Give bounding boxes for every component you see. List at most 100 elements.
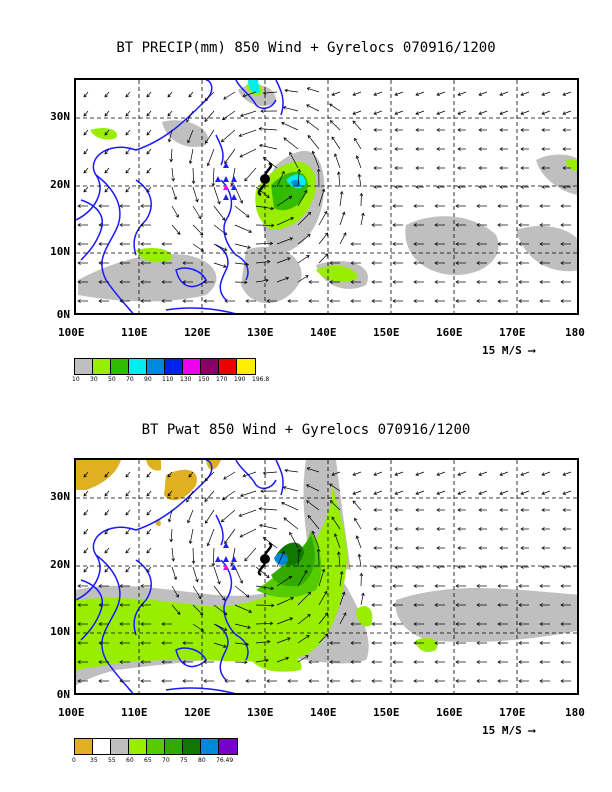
wind-vector bbox=[83, 509, 89, 516]
wind-arrowhead bbox=[478, 491, 483, 495]
wind-vector bbox=[234, 243, 251, 249]
wind-arrowhead bbox=[140, 261, 144, 265]
wind-vector bbox=[541, 91, 551, 96]
wind-arrowhead bbox=[394, 491, 399, 495]
wind-vector bbox=[331, 516, 341, 530]
wind-arrowhead bbox=[562, 527, 566, 531]
wind-vector bbox=[541, 471, 551, 476]
wind-vector bbox=[83, 547, 89, 554]
wind-arrowhead bbox=[329, 500, 334, 504]
wind-arrowhead bbox=[497, 280, 501, 284]
wind-vector bbox=[83, 129, 89, 136]
wind-arrowhead bbox=[161, 641, 165, 645]
wind-arrowhead bbox=[518, 679, 522, 683]
wind-vector bbox=[146, 110, 152, 117]
wind-arrowhead bbox=[478, 111, 483, 115]
wind-arrowhead bbox=[140, 641, 144, 645]
wind-arrowhead bbox=[119, 603, 123, 607]
wind-arrowhead bbox=[455, 242, 459, 246]
wind-arrowhead bbox=[146, 549, 150, 554]
wind-arrowhead bbox=[167, 112, 171, 117]
wind-arrowhead bbox=[305, 655, 309, 659]
wind-arrowhead bbox=[104, 169, 108, 174]
wind-arrowhead bbox=[520, 527, 524, 531]
wind-vector bbox=[499, 91, 509, 96]
wind-arrowhead bbox=[230, 182, 234, 187]
x-tick-180: 180 bbox=[565, 326, 585, 339]
wind-vector bbox=[104, 471, 110, 478]
wind-vector bbox=[170, 528, 173, 542]
wind-vector bbox=[231, 547, 236, 566]
wind-arrowhead bbox=[392, 679, 396, 683]
wind-arrowhead bbox=[146, 150, 150, 155]
wind-vector bbox=[415, 490, 425, 495]
wind-vector bbox=[297, 614, 311, 625]
wind-arrowhead bbox=[146, 530, 150, 535]
wind-arrowhead bbox=[104, 511, 108, 516]
wind-arrowhead bbox=[455, 223, 459, 227]
wind-arrowhead bbox=[560, 204, 564, 208]
wind-arrowhead bbox=[77, 299, 81, 303]
wind-arrowhead bbox=[191, 560, 196, 565]
wind-vector bbox=[205, 129, 215, 144]
scale-arrow-icon: ⟶ bbox=[528, 724, 535, 737]
wind-arrowhead bbox=[245, 214, 250, 218]
wind-vector bbox=[339, 212, 345, 226]
wind-arrowhead bbox=[436, 147, 440, 151]
wind-arrowhead bbox=[270, 206, 275, 211]
wind-vector bbox=[562, 91, 572, 96]
wind-vector bbox=[239, 528, 257, 538]
wind-arrowhead bbox=[541, 527, 545, 531]
wind-arrowhead bbox=[248, 229, 253, 233]
wind-vector bbox=[213, 566, 220, 585]
wind-arrowhead bbox=[329, 280, 333, 284]
wind-arrowhead bbox=[239, 534, 244, 538]
wind-arrowhead bbox=[352, 111, 357, 115]
wind-vector bbox=[394, 471, 404, 476]
wind-vector bbox=[83, 528, 89, 535]
wind-vector bbox=[192, 243, 204, 252]
y-tick-30n: 30N bbox=[50, 490, 70, 503]
wind-arrowhead bbox=[562, 491, 567, 495]
wind-vector bbox=[104, 167, 110, 174]
wind-arrowhead bbox=[306, 635, 310, 639]
wind-vector bbox=[297, 635, 310, 644]
wind-vector bbox=[213, 262, 227, 268]
wind-arrowhead bbox=[497, 204, 501, 208]
wind-arrowhead bbox=[355, 535, 360, 539]
wind-vector bbox=[276, 597, 294, 606]
wind-vector bbox=[167, 471, 173, 478]
wind-arrowhead bbox=[361, 592, 365, 597]
wind-arrowhead bbox=[457, 128, 461, 132]
wind-vector bbox=[171, 604, 181, 615]
wind-arrowhead bbox=[176, 611, 181, 615]
wind-vector bbox=[255, 205, 274, 210]
wind-vector bbox=[255, 186, 270, 198]
wind-vector bbox=[306, 120, 320, 131]
wind-vector bbox=[146, 148, 152, 155]
wind-arrowhead bbox=[245, 262, 250, 267]
wind-vector bbox=[207, 528, 215, 546]
wind-arrowhead bbox=[371, 603, 375, 607]
wind-arrowhead bbox=[305, 275, 309, 279]
wind-arrowhead bbox=[520, 166, 524, 170]
wind-arrowhead bbox=[415, 472, 420, 476]
wind-arrowhead bbox=[434, 622, 438, 626]
wind-arrowhead bbox=[323, 210, 328, 215]
wind-arrowhead bbox=[146, 568, 150, 573]
wind-arrowhead bbox=[260, 109, 264, 113]
wind-vector bbox=[352, 490, 362, 495]
wind-arrowhead bbox=[287, 299, 291, 303]
wind-arrowhead bbox=[520, 185, 524, 189]
wind-vector bbox=[276, 617, 293, 625]
wind-vector bbox=[520, 110, 530, 115]
wind-arrowhead bbox=[119, 679, 123, 683]
wind-arrowhead bbox=[476, 603, 480, 607]
wind-arrowhead bbox=[324, 612, 329, 617]
wind-vector bbox=[213, 243, 227, 251]
pwat-map-svg bbox=[76, 460, 577, 693]
wind-arrowhead bbox=[455, 660, 459, 664]
panel2-title: BT Pwat 850 Wind + Gyrelocs 070916/1200 bbox=[141, 422, 471, 438]
wind-arrowhead bbox=[476, 223, 480, 227]
wind-vector bbox=[255, 585, 274, 590]
